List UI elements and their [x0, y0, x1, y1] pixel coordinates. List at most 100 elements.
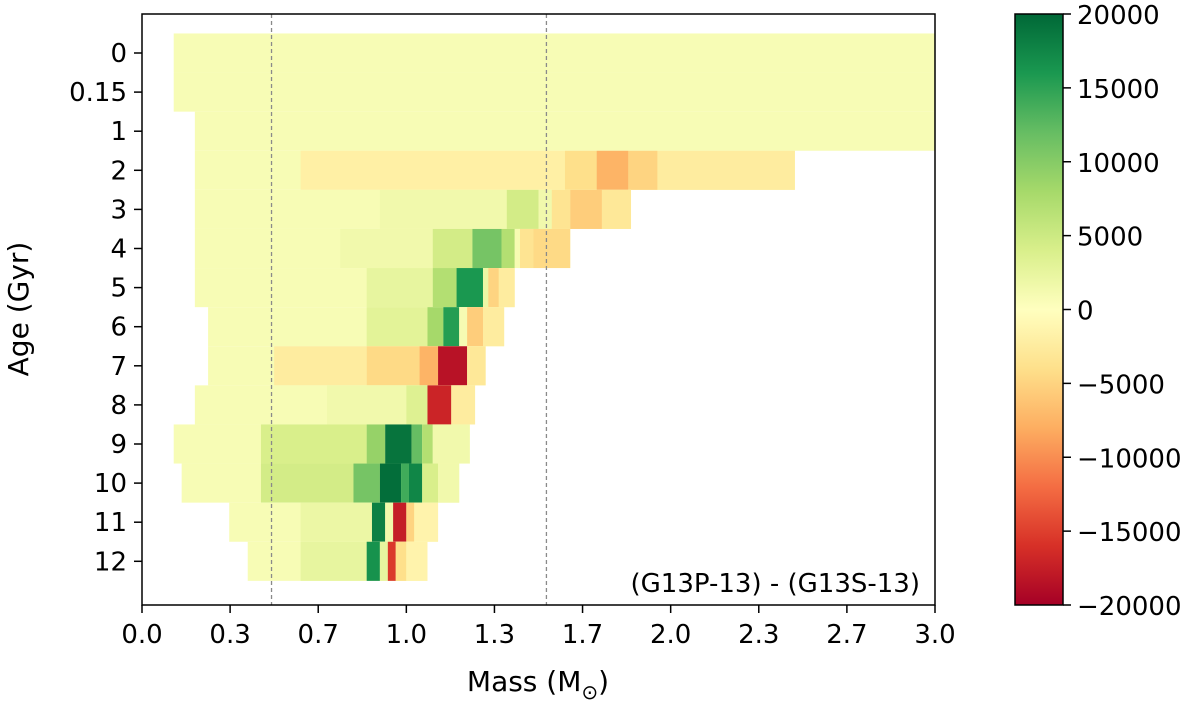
- heatmap-cell: [340, 228, 433, 269]
- heatmap-cell: [406, 385, 428, 425]
- colorbar-tick-label: −10000: [1077, 444, 1182, 474]
- x-axis-label-close: ): [598, 665, 609, 698]
- heatmap-row: [173, 424, 470, 464]
- heatmap-cell: [379, 541, 388, 581]
- heatmap-cell: [366, 346, 420, 386]
- heatmap-cell: [570, 189, 602, 229]
- heatmap-cell: [260, 463, 354, 503]
- heatmap-cell: [327, 385, 407, 425]
- heatmap-cell: [427, 385, 452, 425]
- chart-annotation: (G13P-13) - (G13S-13): [631, 569, 921, 599]
- heatmap-cell: [379, 189, 507, 229]
- heatmap-cell: [406, 502, 415, 542]
- heatmap-row: [173, 33, 936, 73]
- colorbar-tick-label: 10000: [1077, 149, 1160, 179]
- x-tick-label: 0.3: [209, 620, 250, 650]
- heatmap-row: [208, 346, 486, 386]
- y-axis-label: Age (Gyr): [2, 242, 35, 377]
- heatmap-row: [194, 189, 632, 229]
- y-tick-label: 7: [110, 352, 127, 382]
- heatmap-cell: [422, 463, 439, 503]
- heatmap-cell: [456, 268, 483, 308]
- heatmap-cell: [366, 268, 433, 308]
- heatmap-cell: [514, 228, 520, 269]
- heatmap-cell: [414, 502, 439, 542]
- heatmap-cell: [628, 150, 658, 190]
- heatmap-cell: [194, 111, 935, 151]
- heatmap-cell: [408, 463, 423, 503]
- colorbar-tick-label: 20000: [1077, 1, 1160, 31]
- heatmap-cell: [472, 228, 502, 269]
- y-tick-label: 4: [110, 235, 127, 265]
- y-tick-label: 11: [94, 508, 127, 538]
- heatmap-cell: [387, 541, 396, 581]
- x-tick-label: 2.3: [738, 620, 779, 650]
- x-tick-label: 3.0: [914, 620, 955, 650]
- heatmap-cell: [395, 541, 407, 581]
- heatmap-cell: [443, 307, 460, 347]
- x-tick-label: 2.7: [826, 620, 867, 650]
- y-tick-label: 8: [110, 391, 127, 421]
- x-axis-ticks: 0.0 0.3 0.7 1.0 1.3 1.7 2.0 2.3 2.7 3.0: [121, 605, 956, 650]
- heatmap-cell: [300, 150, 565, 190]
- heatmap-row: [181, 463, 460, 503]
- heatmap-cell: [406, 541, 428, 581]
- heatmap-cell: [300, 541, 367, 581]
- heatmap-row: [173, 72, 936, 112]
- heatmap-cell: [596, 150, 629, 190]
- colorbar-tick-label: −5000: [1077, 370, 1165, 400]
- heatmap-cell: [401, 463, 409, 503]
- heatmap-cell: [366, 424, 386, 464]
- heatmap-row: [229, 502, 439, 542]
- heatmap-cell: [506, 189, 539, 229]
- y-tick-label: 3: [110, 195, 127, 225]
- heatmap-cell: [501, 228, 515, 269]
- heatmap-cell: [353, 463, 380, 503]
- heatmap-cell: [482, 268, 489, 308]
- heatmap-cell: [438, 346, 468, 386]
- heatmap-cell: [538, 189, 552, 229]
- heatmap-cell: [551, 189, 571, 229]
- heatmap-cell: [379, 463, 402, 503]
- heatmap-cells: [173, 33, 936, 581]
- heatmap-cell: [260, 424, 367, 464]
- heatmap-cell: [438, 463, 460, 503]
- heatmap-row: [194, 150, 795, 190]
- x-tick-label: 2.0: [650, 620, 691, 650]
- y-tick-label: 2: [110, 156, 127, 186]
- heatmap-cell: [366, 541, 380, 581]
- heatmap-cell: [427, 307, 444, 347]
- heatmap-cell: [657, 150, 795, 190]
- heatmap-cell: [467, 346, 486, 386]
- heatmap-cell: [393, 502, 407, 542]
- heatmap-cell: [459, 307, 468, 347]
- heatmap-cell: [451, 385, 476, 425]
- x-axis-label: Mass (M⊙): [467, 665, 609, 704]
- heatmap-cell: [371, 502, 386, 542]
- x-axis-label-subscript: ⊙: [581, 680, 598, 704]
- heatmap-cell: [300, 502, 372, 542]
- y-tick-label: 12: [94, 547, 127, 577]
- x-tick-label: 1.0: [386, 620, 427, 650]
- x-tick-label: 0.7: [298, 620, 339, 650]
- x-tick-label: 1.3: [474, 620, 515, 650]
- colorbar-tick-label: −20000: [1077, 592, 1182, 622]
- y-tick-label: 5: [110, 274, 127, 304]
- heatmap-cell: [498, 268, 515, 308]
- heatmap-cell: [173, 33, 936, 73]
- plot-frame: [141, 13, 936, 606]
- colorbar-tick-label: 5000: [1077, 223, 1143, 253]
- colorbar-tick-label: −15000: [1077, 518, 1182, 548]
- colorbar-tick-label: 15000: [1077, 75, 1160, 105]
- y-tick-label: 1: [110, 117, 127, 147]
- heatmap-cell: [533, 228, 571, 269]
- y-tick-label: 6: [110, 313, 127, 343]
- heatmap-cell: [422, 424, 433, 464]
- reference-lines: [270, 14, 548, 605]
- heatmap-row: [194, 385, 476, 425]
- heatmap-cell: [601, 189, 632, 229]
- heatmap-cell: [366, 307, 428, 347]
- y-tick-label: 0.15: [69, 78, 127, 108]
- heatmap-row: [208, 307, 505, 347]
